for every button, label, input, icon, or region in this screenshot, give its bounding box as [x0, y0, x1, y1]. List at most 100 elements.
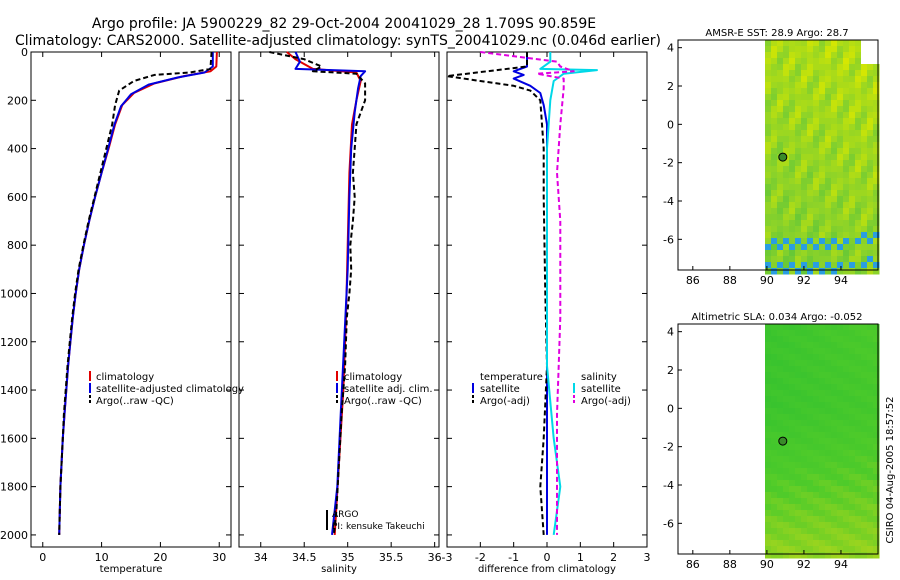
heatmap-cell: [861, 40, 868, 47]
heatmap-cell: [789, 136, 796, 143]
heatmap-cell: [771, 262, 778, 269]
heatmap-cell: [849, 420, 856, 427]
heatmap-cell: [783, 444, 790, 451]
x-tick-label: 2: [610, 551, 617, 564]
heatmap-cell: [855, 504, 862, 511]
heatmap-cell: [801, 190, 808, 197]
heatmap-cell: [795, 468, 802, 475]
heatmap-cell: [795, 166, 802, 173]
heatmap-cell: [855, 510, 862, 517]
heatmap-cell: [777, 184, 784, 191]
series-line-satellite-adjusted-climatology: [58, 52, 214, 535]
heatmap-cell: [765, 426, 772, 433]
heatmap-cell: [867, 468, 874, 475]
heatmap-cell: [861, 516, 868, 523]
heatmap-cell: [855, 202, 862, 209]
heatmap-cell: [777, 160, 784, 167]
heatmap-cell: [843, 498, 850, 505]
heatmap-cell: [855, 220, 862, 227]
heatmap-cell: [783, 112, 790, 119]
heatmap-cell: [855, 492, 862, 499]
heatmap-cell: [777, 142, 784, 149]
heatmap-cell: [843, 384, 850, 391]
heatmap-cell: [831, 540, 838, 547]
y-tick-label: 0: [21, 46, 28, 59]
heatmap-cell: [849, 214, 856, 221]
heatmap-cell: [831, 142, 838, 149]
heatmap-cell: [819, 70, 826, 77]
heatmap-cell: [783, 384, 790, 391]
heatmap-cell: [855, 52, 862, 59]
heatmap-cell: [807, 148, 814, 155]
heatmap-cell: [789, 238, 796, 245]
heatmap-cell: [825, 76, 832, 83]
heatmap-cell: [807, 88, 814, 95]
heatmap-cell: [861, 112, 868, 119]
heatmap-cell: [813, 250, 820, 257]
heatmap-cell: [813, 498, 820, 505]
heatmap-cell: [861, 64, 868, 71]
heatmap-cell: [825, 444, 832, 451]
heatmap-cell: [831, 402, 838, 409]
heatmap-cell: [867, 52, 874, 59]
heatmap-cell: [813, 528, 820, 535]
heatmap-cell: [873, 244, 880, 251]
heatmap-cell: [765, 160, 772, 167]
heatmap-cell: [801, 94, 808, 101]
heatmap-cell: [795, 202, 802, 209]
sla-map-panel: Altimetric SLA: 0.034 Argo: -0.052 86 88 9…: [663, 312, 880, 571]
heatmap-cell: [855, 184, 862, 191]
heatmap-cell: [855, 540, 862, 547]
x-tick-label: 34: [254, 551, 268, 564]
heatmap-cell: [855, 408, 862, 415]
heatmap-cell: [843, 396, 850, 403]
heatmap-cell: [795, 516, 802, 523]
heatmap-cell: [819, 468, 826, 475]
series-line-salinity-argo-adj: [480, 51, 575, 535]
heatmap-cell: [825, 88, 832, 95]
heatmap-cell: [825, 372, 832, 379]
heatmap-cell: [843, 46, 850, 53]
heatmap-cell: [795, 154, 802, 161]
heatmap-cell: [825, 226, 832, 233]
heatmap-cell: [867, 414, 874, 421]
heatmap-cell: [873, 136, 880, 143]
heatmap-cell: [801, 148, 808, 155]
heatmap-cell: [843, 148, 850, 155]
heatmap-cell: [789, 106, 796, 113]
sal-legend-argo: Argo(..raw -QC): [344, 396, 422, 407]
heatmap-cell: [825, 336, 832, 343]
heatmap-cell: [831, 94, 838, 101]
heatmap-cell: [771, 504, 778, 511]
heatmap-cell: [807, 76, 814, 83]
heatmap-cell: [825, 492, 832, 499]
heatmap-cell: [855, 76, 862, 83]
heatmap-cell: [807, 420, 814, 427]
heatmap-cell: [849, 184, 856, 191]
heatmap-cell: [813, 190, 820, 197]
heatmap-cell: [843, 190, 850, 197]
heatmap-cell: [813, 268, 820, 275]
heatmap-cell: [831, 390, 838, 397]
heatmap-cell: [819, 444, 826, 451]
heatmap-cell: [789, 552, 796, 559]
heatmap-cell: [861, 450, 868, 457]
heatmap-cell: [777, 330, 784, 337]
heatmap-cell: [813, 330, 820, 337]
heatmap-cell: [819, 492, 826, 499]
heatmap-cell: [873, 232, 880, 239]
heatmap-cell: [813, 106, 820, 113]
x-tick-label: 36: [428, 551, 442, 564]
heatmap-cell: [807, 348, 814, 355]
heatmap-cell: [843, 178, 850, 185]
heatmap-cell: [801, 52, 808, 59]
heatmap-cell: [771, 58, 778, 65]
heatmap-cell: [861, 534, 868, 541]
heatmap-cell: [777, 456, 784, 463]
heatmap-cell: [849, 142, 856, 149]
heatmap-cell: [795, 208, 802, 215]
heatmap-cell: [771, 136, 778, 143]
heatmap-cell: [855, 232, 862, 239]
x-tick-label: 86: [686, 274, 700, 287]
heatmap-cell: [831, 378, 838, 385]
